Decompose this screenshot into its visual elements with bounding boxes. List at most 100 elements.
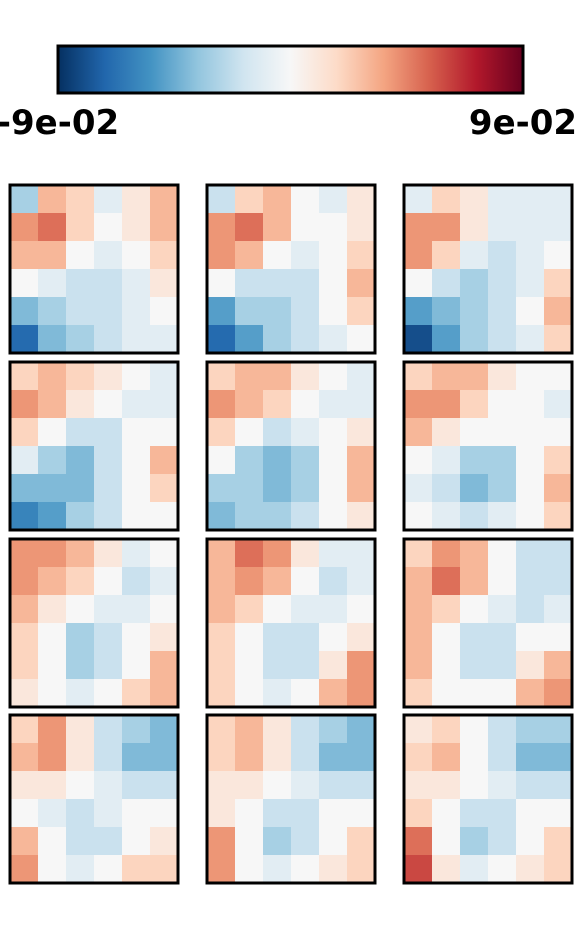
heatmap-cell	[94, 390, 123, 419]
heatmap-cell	[263, 241, 292, 270]
heatmap-cell	[404, 651, 433, 680]
heatmap-cell	[404, 418, 433, 447]
heatmap-cell	[94, 539, 123, 568]
heatmap-cell	[460, 595, 489, 624]
heatmap-cell	[38, 567, 67, 596]
heatmap-cell	[66, 390, 95, 419]
heatmap-cell	[207, 325, 236, 354]
heatmap-cell	[432, 446, 461, 475]
heatmap-cell	[122, 362, 151, 391]
heatmap-cell	[122, 623, 151, 652]
heatmap-cell	[263, 297, 292, 326]
heatmap-cell	[516, 185, 545, 214]
heatmap-cell	[235, 390, 264, 419]
heatmap-cell	[10, 446, 39, 475]
heatmap-cell	[460, 362, 489, 391]
heatmap-cell	[38, 502, 67, 531]
heatmap-cell	[291, 390, 320, 419]
heatmap-cell	[319, 855, 348, 884]
heatmap-cell	[347, 446, 376, 475]
heatmap-cell	[150, 623, 179, 652]
heatmap-cell	[404, 390, 433, 419]
heatmap-cell	[347, 855, 376, 884]
heatmap-cell	[207, 474, 236, 503]
heatmap-cell	[516, 213, 545, 242]
heatmap-cell	[432, 651, 461, 680]
heatmap-cell	[404, 539, 433, 568]
colorbar	[56, 44, 525, 95]
heatmap-cell	[544, 623, 573, 652]
heatmap-cell	[150, 297, 179, 326]
heatmap-cell	[150, 185, 179, 214]
heatmap-panel	[402, 360, 574, 532]
heatmap-cell	[544, 362, 573, 391]
heatmap-cell	[516, 474, 545, 503]
heatmap-cell	[38, 362, 67, 391]
heatmap-cell	[10, 855, 39, 884]
heatmap-cell	[347, 715, 376, 744]
heatmap-cell	[94, 362, 123, 391]
heatmap-cell	[38, 595, 67, 624]
heatmap-cell	[347, 651, 376, 680]
heatmap-cell	[319, 325, 348, 354]
heatmap-cell	[432, 390, 461, 419]
heatmap-cell	[291, 362, 320, 391]
heatmap-cell	[544, 715, 573, 744]
heatmap-cell	[207, 827, 236, 856]
heatmap-cell	[432, 715, 461, 744]
heatmap-cell	[94, 185, 123, 214]
heatmap-cell	[66, 325, 95, 354]
heatmap-cell	[544, 743, 573, 772]
heatmap-cell	[347, 269, 376, 298]
heatmap-cell	[263, 362, 292, 391]
heatmap-cell	[263, 651, 292, 680]
heatmap-cell	[122, 297, 151, 326]
heatmap-cell	[291, 418, 320, 447]
heatmap-cell	[488, 474, 517, 503]
heatmap-cell	[122, 855, 151, 884]
heatmap-cell	[122, 715, 151, 744]
heatmap-cell	[207, 418, 236, 447]
heatmap-cell	[460, 855, 489, 884]
heatmap-cell	[488, 679, 517, 708]
heatmap-cell	[94, 855, 123, 884]
heatmap-cell	[66, 827, 95, 856]
heatmap-cell	[263, 743, 292, 772]
heatmap-cell	[150, 827, 179, 856]
heatmap-cell	[291, 651, 320, 680]
heatmap-cell	[432, 362, 461, 391]
heatmap-cell	[10, 623, 39, 652]
heatmap-cell	[66, 297, 95, 326]
heatmap-cell	[150, 362, 179, 391]
heatmap-cell	[460, 799, 489, 828]
panel-border	[402, 183, 574, 355]
heatmap-cell	[207, 502, 236, 531]
heatmap-cell	[544, 799, 573, 828]
heatmap-cell	[544, 651, 573, 680]
heatmap-cell	[122, 241, 151, 270]
heatmap-cell	[516, 743, 545, 772]
heatmap-cell	[207, 855, 236, 884]
heatmap-cell	[319, 213, 348, 242]
heatmap-cell	[94, 743, 123, 772]
heatmap-cell	[291, 715, 320, 744]
heatmap-cell	[122, 679, 151, 708]
heatmap-cell	[66, 213, 95, 242]
colorbar-tick-label: -9e-02	[0, 103, 119, 143]
heatmap-cell	[150, 446, 179, 475]
heatmap-cell	[94, 213, 123, 242]
heatmap-cell	[66, 567, 95, 596]
heatmap-cell	[432, 771, 461, 800]
heatmap-cell	[94, 827, 123, 856]
heatmap-cell	[347, 241, 376, 270]
heatmap-cell	[150, 213, 179, 242]
heatmap-cell	[544, 502, 573, 531]
heatmap-cell	[38, 799, 67, 828]
heatmap-cell	[235, 539, 264, 568]
heatmap-cell	[150, 595, 179, 624]
heatmap-cell	[488, 297, 517, 326]
heatmap-cell	[66, 623, 95, 652]
heatmap-cell	[66, 539, 95, 568]
heatmap-cell	[319, 651, 348, 680]
heatmap-cell	[10, 474, 39, 503]
